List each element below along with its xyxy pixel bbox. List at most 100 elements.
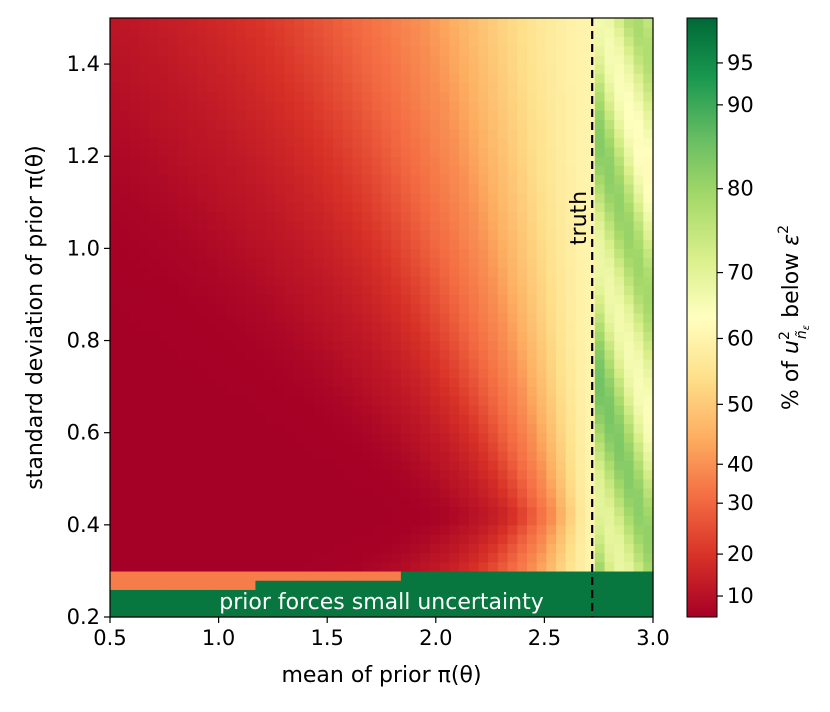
heatmap-cell — [391, 478, 402, 489]
heatmap-cell — [371, 257, 383, 268]
heatmap-cell — [236, 598, 247, 609]
heatmap-cell — [265, 128, 276, 139]
heatmap-cell — [410, 119, 421, 130]
heatmap-cell — [119, 432, 130, 443]
heatmap-cell — [614, 266, 625, 277]
heatmap-cell — [294, 340, 305, 351]
heatmap-cell — [313, 552, 324, 563]
heatmap-cell — [459, 322, 470, 332]
heatmap-cell — [614, 349, 625, 360]
heatmap-cell — [449, 441, 460, 452]
heatmap-cell — [410, 395, 421, 406]
heatmap-cell — [546, 174, 557, 185]
heatmap-cell — [429, 358, 441, 369]
heatmap-cell — [119, 294, 130, 305]
heatmap-cell — [197, 423, 208, 434]
heatmap-cell — [216, 156, 227, 167]
heatmap-cell — [594, 487, 606, 498]
heatmap-cell — [420, 322, 431, 332]
colorbar — [686, 17, 718, 618]
heatmap-cell — [449, 18, 460, 28]
heatmap-cell — [129, 423, 140, 434]
heatmap-cell — [333, 441, 344, 452]
heatmap-cell — [245, 110, 257, 120]
heatmap-cell — [439, 54, 450, 65]
heatmap-cell — [488, 165, 499, 176]
heatmap-cell — [313, 100, 324, 111]
heatmap-cell — [245, 18, 257, 28]
heatmap-cell — [294, 110, 305, 120]
heatmap-cell — [614, 478, 625, 489]
heatmap-cell — [197, 248, 208, 259]
heatmap-cell — [158, 137, 169, 148]
heatmap-cell — [206, 423, 218, 434]
heatmap-cell — [585, 128, 596, 139]
heatmap-cell — [362, 497, 373, 508]
heatmap-cell — [206, 239, 218, 249]
heatmap-cell — [507, 534, 518, 544]
heatmap-cell — [420, 377, 431, 388]
heatmap-cell — [177, 340, 189, 351]
heatmap-cell — [226, 174, 237, 185]
heatmap-cell — [410, 460, 421, 471]
heatmap-cell — [265, 598, 276, 609]
heatmap-cell — [206, 598, 218, 609]
heatmap-cell — [129, 312, 140, 323]
heatmap-cell — [110, 82, 121, 93]
heatmap-cell — [255, 441, 266, 452]
heatmap-cell — [604, 386, 615, 397]
heatmap-cell — [429, 460, 441, 471]
heatmap-cell — [139, 257, 150, 268]
heatmap-cell — [400, 506, 412, 517]
heatmap-cell — [517, 414, 528, 425]
heatmap-cell — [129, 395, 140, 406]
heatmap-cell — [429, 229, 441, 240]
heatmap-cell — [216, 377, 227, 388]
heatmap-cell — [333, 266, 344, 277]
heatmap-cell — [420, 276, 431, 286]
plot-frame — [109, 17, 654, 618]
heatmap-cell — [623, 322, 635, 332]
heatmap-cell — [148, 220, 160, 231]
heatmap-cell — [546, 451, 557, 461]
heatmap-cell — [110, 331, 121, 342]
heatmap-cell — [148, 248, 160, 259]
heatmap-cell — [429, 147, 441, 157]
heatmap-cell — [381, 45, 392, 56]
heatmap-cell — [119, 128, 130, 139]
heatmap-cell — [274, 285, 286, 296]
heatmap-cell — [526, 36, 538, 47]
heatmap-cell — [119, 515, 130, 526]
heatmap-cell — [633, 497, 644, 508]
heatmap-cell — [614, 506, 625, 517]
heatmap-cell — [139, 377, 150, 388]
heatmap-cell — [323, 174, 334, 185]
heatmap-cell — [478, 220, 489, 231]
heatmap-cell — [245, 368, 257, 378]
heatmap-cell — [110, 441, 121, 452]
heatmap-cell — [362, 193, 373, 203]
heatmap-cell — [236, 91, 247, 102]
heatmap-cell — [206, 487, 218, 498]
heatmap-cell — [643, 266, 654, 277]
heatmap-cell — [400, 331, 412, 342]
heatmap-cell — [129, 386, 140, 397]
heatmap-cell — [362, 322, 373, 332]
heatmap-cell — [333, 110, 344, 120]
heatmap-cell — [459, 552, 470, 563]
heatmap-cell — [362, 561, 373, 572]
heatmap-cell — [110, 27, 121, 38]
heatmap-cell — [410, 580, 421, 590]
heatmap-cell — [255, 137, 266, 148]
heatmap-cell — [119, 54, 130, 65]
heatmap-cell — [468, 18, 480, 28]
heatmap-cell — [604, 451, 615, 461]
heatmap-cell — [575, 543, 586, 554]
heatmap-cell — [546, 147, 557, 157]
heatmap-cell — [420, 165, 431, 176]
heatmap-cell — [497, 607, 509, 618]
heatmap-cell — [585, 73, 596, 84]
heatmap-cell — [468, 27, 480, 38]
heatmap-cell — [119, 285, 130, 296]
heatmap-cell — [284, 322, 295, 332]
